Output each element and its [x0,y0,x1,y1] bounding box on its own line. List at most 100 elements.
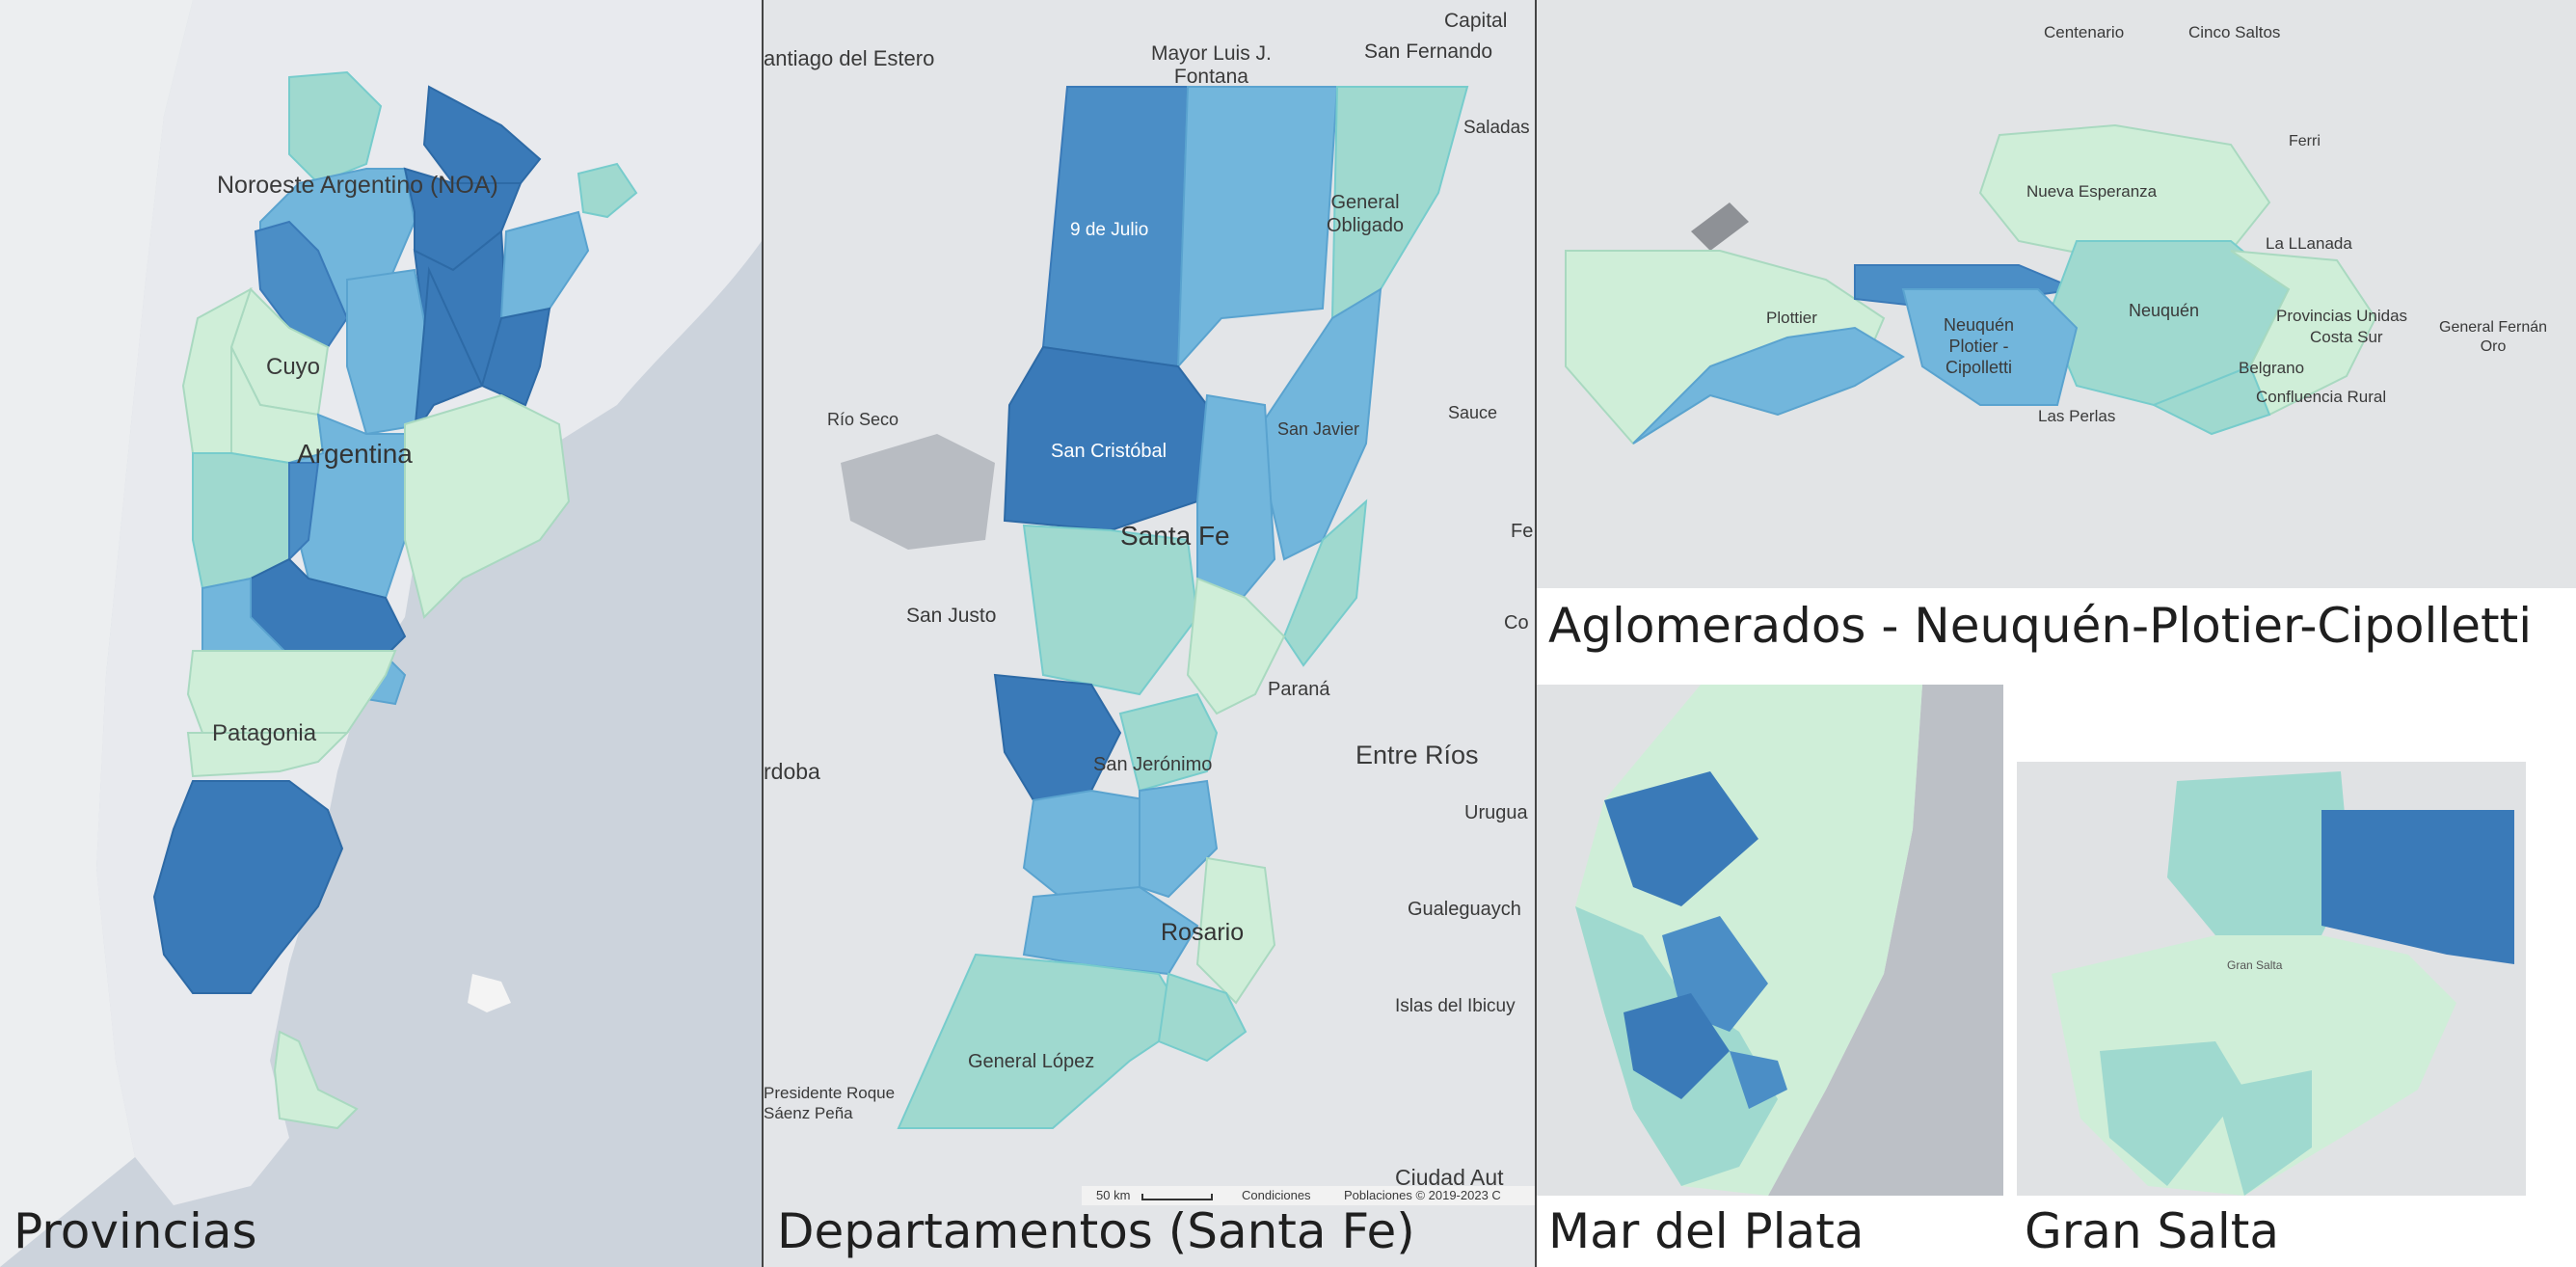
dept-vera [1176,86,1339,369]
gran-salta-panel: Gran Salta Gran Salta [2003,685,2576,1267]
province-chubut2 [186,732,350,778]
label-costa-sur: Costa Sur [2310,328,2383,346]
departamentos-map[interactable] [764,0,1535,1267]
region-cipolletti [1901,288,2079,406]
scale-bar [1141,1194,1213,1200]
label-saladas: Saladas [1463,118,1530,138]
land-left [0,0,193,1267]
label-confluencia: Confluencia Rural [2256,388,2387,406]
mdp-blue-3 [1623,993,1730,1099]
region-east [2230,250,2377,417]
province-entrerios [480,307,551,407]
label-provincias-unidas: Provincias Unidas [2276,307,2408,325]
mar-del-plata-map[interactable] [1537,685,2003,1196]
provincias-map[interactable] [0,0,762,1267]
salta-east-blue [2321,810,2514,964]
label-general-lopez: General López [968,1051,1095,1072]
label-entre-rios: Entre Ríos [1355,741,1479,769]
dept-la-capital [1186,577,1286,715]
label-fe: Fe [1511,521,1534,542]
scale-label: 50 km [1096,1188,1131,1202]
provincias-panel: Noroeste Argentino (NOA) Cuyo Argentina … [0,0,762,1267]
label-rio-seco: Río Seco [827,410,899,429]
label-san-justo: San Justo [906,605,997,627]
province-santacruz [152,780,344,994]
label-san-jeronimo: San Jerónimo [1093,754,1213,775]
departamentos-panel: antiago del Estero Mayor Luis J. Fontana… [764,0,1535,1267]
label-sauce: Sauce [1448,403,1498,422]
label-islas: Islas del Ibicuy [1395,996,1516,1016]
label-mayor: Mayor Luis J. Fontana [1151,42,1272,88]
aglomerados-panel: Centenario Cinco Saltos Ferri Nueva Espe… [1537,0,2576,685]
mar-del-plata-panel: Mar del Plata [1537,685,2003,1267]
attribution-label: Poblaciones © 2019-2023 C [1344,1188,1501,1202]
label-npc: Neuquén Plotier - Cipolletti [1944,315,2015,377]
dept-iriondo [1139,779,1219,899]
province-chubut [186,650,397,734]
label-nueve-julio: 9 de Julio [1070,220,1149,240]
label-pres-roque: Presidente Roque Sáenz Peña [764,1084,896,1122]
falkland-islands [468,974,511,1012]
dept-constitucion [1157,972,1248,1063]
label-capital: Capital [1444,10,1508,32]
label-gran-salta-inner: Gran Salta [2227,958,2283,972]
caption-mar-del-plata: Mar del Plata [1548,1203,1865,1259]
dept-general-obligado [1330,86,1469,320]
province-sanluis [288,462,320,562]
divider-2 [1535,0,1537,1267]
dept-san-cristobal [1003,345,1209,532]
label-ciudad-aut: Ciudad Aut [1395,1165,1504,1190]
province-corrientes [499,210,590,320]
label-rosario: Rosario [1161,919,1245,946]
label-nueva-esperanza: Nueva Esperanza [2026,182,2158,201]
label-patagonia: Patagonia [212,720,317,746]
province-bsas [404,393,571,619]
label-ferri: Ferri [2289,133,2321,149]
dept-general-lopez [897,953,1190,1129]
salta-north [2167,771,2350,935]
label-las-perlas: Las Perlas [2038,407,2116,425]
gran-salta-map[interactable] [2003,685,2576,1267]
label-plottier: Plottier [1766,309,1817,327]
label-noa: Noroeste Argentino (NOA) [217,172,498,199]
mdp-ocean [1768,685,2003,1196]
province-tucuman [254,220,349,349]
dept-san-jeronimo [1118,692,1219,793]
region-plottier-blue [1632,326,1905,445]
province-jujuy [288,70,383,185]
label-san-fernando: San Fernando [1364,40,1493,63]
map-footer-bar [1082,1186,1535,1205]
label-urugua: Urugua [1464,802,1528,823]
label-argentina: Argentina [297,439,413,469]
label-cuyo: Cuyo [266,354,321,380]
label-santiago: antiago del Estero [764,46,935,70]
region-southeast [2151,364,2271,436]
label-parana: Paraná [1268,679,1330,700]
label-general-obligado: General Obligado [1327,192,1405,236]
label-general-fernandez: General Fernán Oro [2439,319,2548,355]
dept-san-martin [993,673,1122,802]
lake-salinas [841,434,995,550]
aglomerados-map[interactable] [1537,0,2576,588]
mdp-blue-1 [1604,771,1758,906]
label-san-javier: San Javier [1277,419,1360,439]
province-tdf [273,1030,359,1130]
label-neuquen-city: Neuquén [2129,301,2200,320]
province-misiones [577,162,638,219]
label-cordoba: rdoba [764,759,820,784]
label-cinco-saltos: Cinco Saltos [2188,23,2281,41]
dept-rosario [1195,856,1276,1005]
caption-departamentos: Departamentos (Santa Fe) [777,1203,1415,1259]
salta-south [2215,1070,2312,1196]
conditions-link[interactable]: Condiciones [1242,1188,1311,1202]
label-gualeguaych: Gualeguaych [1408,899,1521,920]
caption-provincias: Provincias [13,1203,257,1259]
label-la-llanada: La LLanada [2266,234,2352,253]
salta-southwest [2100,1041,2244,1186]
label-belgrano: Belgrano [2239,359,2305,377]
label-co: Co [1504,612,1529,634]
divider-1 [762,0,764,1267]
mdp-blue-4 [1730,1051,1787,1109]
label-centenario: Centenario [2044,23,2125,41]
dept-garay [1282,499,1368,667]
